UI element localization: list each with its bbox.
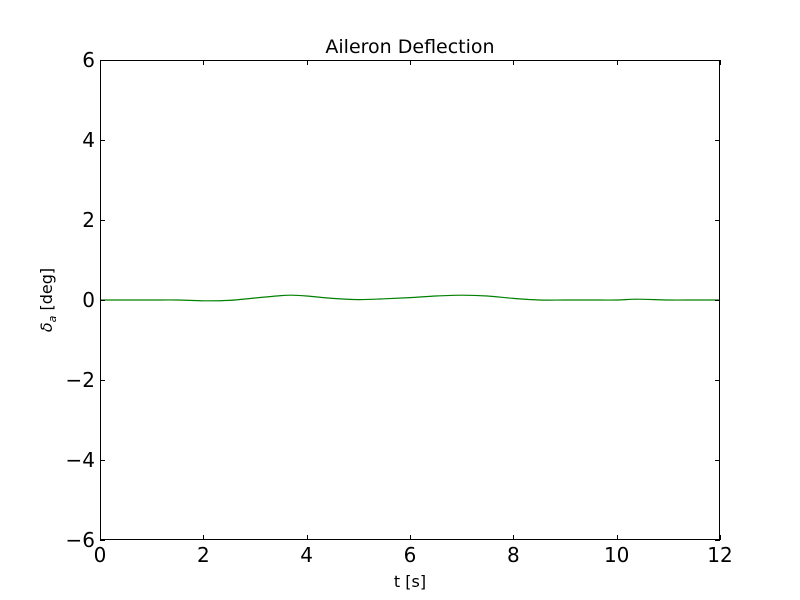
y-tick-label: −6 [66, 528, 95, 552]
y-tick-label: 6 [82, 48, 95, 72]
x-tick-label: 10 [604, 543, 629, 567]
y-tick-label: 4 [82, 128, 95, 152]
y-axis-label-unit: [deg] [37, 268, 56, 316]
x-tick-label: 4 [300, 543, 313, 567]
y-tick-label: −2 [66, 368, 95, 392]
series-layer [99, 294, 720, 302]
y-tick-label: −4 [66, 448, 95, 472]
x-tick-label: 12 [707, 543, 732, 567]
plot-frame [100, 60, 720, 540]
x-tick-label: 2 [197, 543, 210, 567]
y-axis-label-symbol: δ [37, 322, 56, 332]
y-tick-label: 2 [82, 208, 95, 232]
x-tick-label: 6 [404, 543, 417, 567]
y-axis-label-subscript: a [46, 315, 59, 322]
x-axis-label: t [s] [394, 572, 426, 591]
tick-label-layer: 0 2 4 6 8 10 12 −6 −4 −2 0 2 4 6 [66, 48, 733, 567]
series-line [99, 294, 720, 302]
y-axis-label: δa [deg] [37, 268, 59, 332]
x-tick-label: 8 [507, 543, 520, 567]
x-tick-label: 0 [94, 543, 107, 567]
chart-title: Aileron Deflection [325, 36, 494, 58]
y-tick-label: 0 [82, 288, 95, 312]
